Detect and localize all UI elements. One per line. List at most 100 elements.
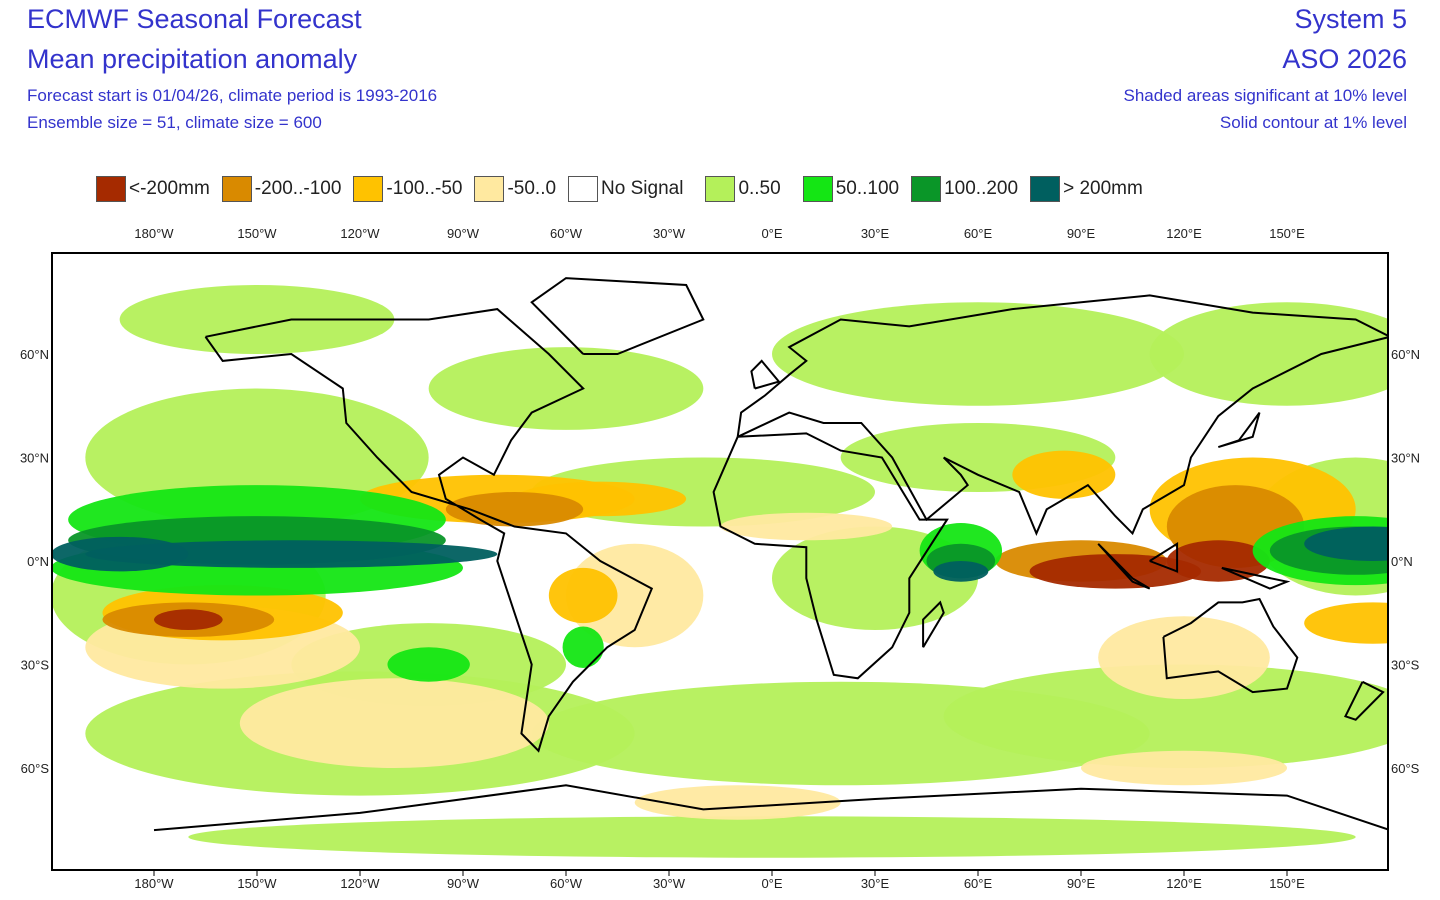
anomaly-region <box>188 816 1356 858</box>
lat-tick-label-left: 30°N <box>20 451 49 466</box>
lon-tick-label-bottom: 150°W <box>237 876 277 891</box>
lon-tick-label-top: 180°W <box>134 226 174 241</box>
anomaly-region <box>239 678 549 769</box>
anomaly-region <box>772 302 1184 406</box>
legend-label: 50..100 <box>835 178 900 199</box>
anomaly-region <box>548 567 618 624</box>
lat-tick-label-right: 30°N <box>1391 451 1420 466</box>
lon-tick-label-top: 60°W <box>550 226 583 241</box>
coastline <box>1343 680 1385 721</box>
legend-item: 100..200 <box>911 176 1018 202</box>
coastline <box>1149 541 1179 573</box>
lon-tick-label-top: 90°W <box>447 226 480 241</box>
lat-tick-label-left: 60°N <box>20 347 49 362</box>
lat-tick-label-right: 60°N <box>1391 347 1420 362</box>
coastline <box>204 308 654 753</box>
coastline <box>922 600 945 648</box>
legend-item: 50..100 <box>802 176 900 202</box>
lon-tick-label-top: 120°W <box>340 226 380 241</box>
legend-swatch <box>221 176 252 202</box>
anomaly-region <box>119 285 395 354</box>
lon-tick-label-bottom: 0°E <box>761 876 782 891</box>
legend-item: No Signal <box>568 176 683 202</box>
legend-label: -100..-50 <box>386 178 463 199</box>
lon-tick-label-bottom: 90°W <box>447 876 480 891</box>
lat-tick-label-right: 0°N <box>1391 554 1413 569</box>
anomaly-region <box>1304 526 1388 561</box>
anomaly-region <box>387 647 470 682</box>
lon-tick-label-top: 0°E <box>761 226 782 241</box>
legend-label: 0..50 <box>738 178 781 199</box>
legend-item: -50..0 <box>474 176 556 202</box>
legend-swatch <box>474 176 505 202</box>
anomaly-region <box>1029 554 1202 589</box>
lon-tick-label-bottom: 30°W <box>653 876 686 891</box>
lon-tick-label-top: 150°W <box>237 226 277 241</box>
lon-tick-label-top: 30°W <box>653 226 686 241</box>
anomaly-region <box>1304 602 1388 644</box>
coastline <box>750 359 781 390</box>
lon-tick-label-bottom: 90°E <box>1067 876 1096 891</box>
coastline <box>153 784 1388 832</box>
legend-swatch <box>705 176 736 202</box>
anomaly-region <box>1081 750 1287 786</box>
anomaly-region <box>428 347 704 430</box>
legend: <-200mm -200..-100 -100..-50 -50..0 No Signa… <box>96 176 1155 202</box>
system-label: System 5 <box>1294 4 1407 34</box>
lon-tick-label-bottom: 180°W <box>134 876 174 891</box>
legend-label: -200..-100 <box>254 178 342 199</box>
map-title: ECMWF Seasonal Forecast <box>27 4 362 34</box>
lon-tick-label-bottom: 60°E <box>964 876 993 891</box>
significance-note: Shaded areas significant at 10% level <box>1123 86 1407 105</box>
lon-tick-label-bottom: 120°E <box>1166 876 1202 891</box>
period-label: ASO 2026 <box>1282 44 1407 74</box>
anomaly-region <box>562 626 604 668</box>
coastline <box>712 432 949 680</box>
anomaly-region <box>52 536 189 572</box>
anomaly-region <box>720 512 893 541</box>
lat-tick-label-right: 60°S <box>1391 761 1420 776</box>
coastline <box>1097 543 1151 590</box>
map-subtitle: Mean precipitation anomaly <box>27 44 358 74</box>
legend-swatch <box>1030 176 1061 202</box>
forecast-info: Forecast start is 01/04/26, climate peri… <box>27 86 438 105</box>
legend-item: -100..-50 <box>353 176 462 202</box>
anomaly-region <box>1012 450 1116 499</box>
coastline <box>1162 597 1299 694</box>
map-frame <box>51 252 1389 871</box>
legend-label: > 200mm <box>1063 178 1143 199</box>
legend-label: -50..0 <box>507 178 557 199</box>
lon-tick-label-top: 120°E <box>1166 226 1202 241</box>
lat-tick-label-right: 30°S <box>1391 658 1420 673</box>
lon-tick-label-bottom: 60°W <box>550 876 583 891</box>
anomaly-region <box>1149 302 1388 406</box>
lon-tick-label-top: 90°E <box>1067 226 1096 241</box>
anomaly-region <box>634 785 841 820</box>
legend-label: No Signal <box>601 178 684 199</box>
lon-tick-label-bottom: 120°W <box>340 876 380 891</box>
coastline <box>736 294 1388 536</box>
ensemble-info: Ensemble size = 51, climate size = 600 <box>27 113 322 132</box>
anomaly-region <box>1166 540 1270 582</box>
anomaly-region <box>154 609 223 631</box>
coastline <box>1221 566 1291 590</box>
coastline <box>530 277 705 355</box>
legend-label: 100..200 <box>944 178 1019 199</box>
lon-tick-label-top: 30°E <box>861 226 890 241</box>
map-layer <box>52 253 1388 870</box>
legend-item: -200..-100 <box>221 176 342 202</box>
legend-swatch <box>353 176 384 202</box>
anomaly-region <box>85 540 498 568</box>
legend-item: <-200mm <box>96 176 210 202</box>
legend-swatch <box>568 176 599 202</box>
anomaly-region <box>566 543 704 648</box>
coastline <box>1217 412 1261 449</box>
lat-tick-label-left: 60°S <box>21 761 50 776</box>
lon-tick-label-top: 60°E <box>964 226 993 241</box>
lon-tick-label-bottom: 150°E <box>1269 876 1305 891</box>
anomaly-region <box>933 561 989 582</box>
legend-label: <-200mm <box>129 178 210 199</box>
contour-note: Solid contour at 1% level <box>1219 113 1407 132</box>
lat-tick-label-left: 30°S <box>21 658 50 673</box>
